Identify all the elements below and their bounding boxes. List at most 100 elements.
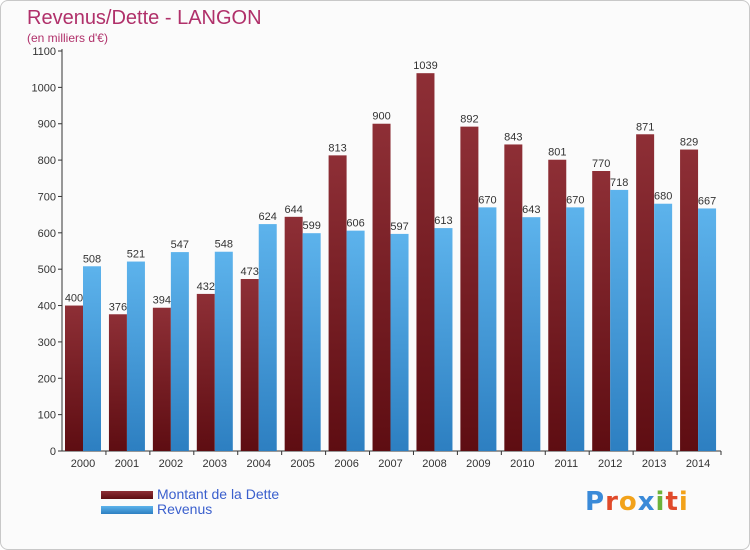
y-tick-label: 900 <box>38 119 56 131</box>
bar-dette <box>108 314 127 451</box>
bar-dette <box>65 305 83 451</box>
y-tick-label: 700 <box>38 191 56 203</box>
bar-revenus <box>302 233 321 451</box>
logo-letter: o <box>618 487 638 517</box>
x-tick-label: 2014 <box>686 458 710 470</box>
bar-dette <box>328 155 347 451</box>
data-label-revenus: 547 <box>171 239 189 251</box>
y-tick-label: 300 <box>38 337 56 349</box>
bar-revenus <box>83 266 101 451</box>
data-label-revenus: 680 <box>654 191 672 203</box>
bar-dette <box>592 171 611 451</box>
data-label-dette: 892 <box>460 114 478 126</box>
logo-letter: i <box>655 487 666 517</box>
data-label-dette: 1039 <box>413 60 437 72</box>
bar-revenus <box>214 251 233 451</box>
data-label-revenus: 613 <box>434 215 452 227</box>
data-label-dette: 770 <box>592 158 610 170</box>
logo-letter: r <box>605 487 619 517</box>
data-label-revenus: 599 <box>302 220 320 232</box>
bar-dette <box>504 144 523 452</box>
y-tick-label: 500 <box>38 264 56 276</box>
bar-revenus <box>522 217 541 451</box>
bar-revenus <box>434 228 453 451</box>
y-tick-label: 0 <box>50 446 56 458</box>
page-title: Revenus/Dette - LANGON <box>27 7 262 29</box>
legend-swatch-dette <box>101 491 153 499</box>
x-tick-label: 2010 <box>510 458 534 470</box>
data-label-dette: 801 <box>548 147 566 159</box>
bar-revenus <box>258 224 277 451</box>
data-label-dette: 871 <box>636 121 654 133</box>
x-tick-label: 2001 <box>115 458 139 470</box>
logo-letter: i <box>678 487 689 517</box>
data-label-dette: 829 <box>680 137 698 149</box>
x-tick-label: 2004 <box>246 458 270 470</box>
data-label-revenus: 667 <box>698 195 716 207</box>
bar-dette <box>416 73 435 451</box>
logo-letter: P <box>585 487 606 517</box>
bar-revenus <box>390 233 409 451</box>
logo-letter: x <box>637 487 656 517</box>
data-label-revenus: 718 <box>610 177 628 189</box>
data-label-revenus: 624 <box>259 211 277 223</box>
y-tick-label: 800 <box>38 155 56 167</box>
x-tick-label: 2012 <box>598 458 622 470</box>
legend-label-revenus: Revenus <box>157 501 213 517</box>
data-label-dette: 843 <box>504 131 522 143</box>
data-label-revenus: 597 <box>390 221 408 233</box>
x-tick-label: 2003 <box>203 458 227 470</box>
data-label-revenus: 548 <box>215 239 233 251</box>
x-tick-label: 2007 <box>378 458 402 470</box>
data-label-revenus: 670 <box>566 194 584 206</box>
bar-revenus <box>698 208 717 451</box>
bar-revenus <box>126 261 145 451</box>
y-tick-label: 1000 <box>32 82 56 94</box>
bar-revenus <box>346 230 365 451</box>
bar-revenus <box>610 189 629 451</box>
bar-dette <box>196 293 215 451</box>
bar-revenus <box>478 207 497 451</box>
chart-subtitle: (en milliers d'€) <box>27 31 108 45</box>
legend-swatch-revenus <box>101 506 153 514</box>
chart-bars <box>65 73 717 452</box>
x-tick-label: 2005 <box>290 458 314 470</box>
data-label-dette: 394 <box>153 295 171 307</box>
data-label-dette: 400 <box>65 293 83 305</box>
x-tick-label: 2002 <box>159 458 183 470</box>
data-label-dette: 644 <box>284 204 302 216</box>
bar-dette <box>680 149 699 451</box>
data-label-dette: 376 <box>109 301 127 313</box>
y-tick-label: 400 <box>38 301 56 313</box>
bar-revenus <box>566 207 585 451</box>
proxiti-logo: Proxiti <box>585 487 689 517</box>
data-label-revenus: 606 <box>346 218 364 230</box>
y-tick-label: 600 <box>38 228 56 240</box>
bar-dette <box>460 126 479 452</box>
data-label-revenus: 521 <box>127 249 145 261</box>
x-tick-label: 2011 <box>554 458 578 470</box>
data-label-dette: 900 <box>372 111 390 123</box>
y-tick-label: 200 <box>38 373 56 385</box>
data-label-dette: 473 <box>241 266 259 278</box>
bar-dette <box>240 279 259 451</box>
bar-dette <box>152 307 171 451</box>
data-label-revenus: 670 <box>478 194 496 206</box>
logo-letter: t <box>665 487 679 517</box>
bar-revenus <box>654 203 673 451</box>
data-label-dette: 432 <box>197 281 215 293</box>
data-label-revenus: 643 <box>522 204 540 216</box>
x-tick-label: 2009 <box>466 458 490 470</box>
x-tick-label: 2006 <box>334 458 358 470</box>
y-tick-label: 100 <box>38 410 56 422</box>
bar-dette <box>548 159 567 451</box>
data-label-revenus: 508 <box>83 253 101 265</box>
x-tick-label: 2013 <box>642 458 666 470</box>
data-label-dette: 813 <box>328 142 346 154</box>
bar-dette <box>636 134 655 452</box>
bar-revenus <box>170 252 189 451</box>
y-tick-label: 1100 <box>32 46 56 58</box>
